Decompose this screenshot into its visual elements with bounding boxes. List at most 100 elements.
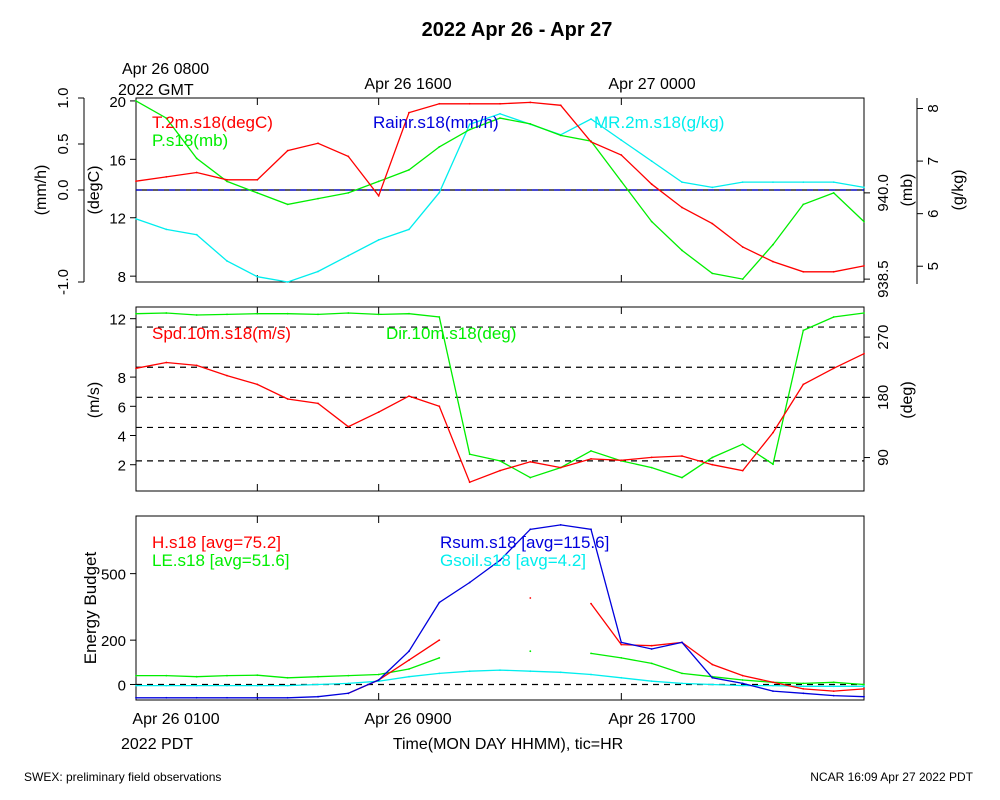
panel1-series-2-point bbox=[438, 191, 441, 194]
panel3-series-0-point bbox=[772, 681, 774, 684]
panel3-series-3-point bbox=[711, 683, 714, 686]
panel3-series-2-point bbox=[226, 696, 228, 699]
panel1-series-2-point bbox=[832, 181, 835, 184]
panel1-legend-entry: P.s18(mb) bbox=[152, 131, 228, 150]
panel2-series-0-point bbox=[620, 459, 623, 462]
panel3-series-1-point bbox=[438, 657, 441, 659]
panel2-series-1-point bbox=[317, 313, 319, 316]
panel2-series-0-point bbox=[226, 374, 228, 377]
panel2-series-1-point bbox=[650, 466, 653, 469]
panel3-series-1-point bbox=[650, 662, 653, 665]
panel1-series-0-point bbox=[468, 102, 471, 105]
panel2-series-0 bbox=[135, 353, 865, 484]
panel2-series-1-point bbox=[499, 460, 501, 462]
panel1-series-0-point bbox=[195, 171, 198, 174]
panel3-series-2-point bbox=[681, 641, 683, 644]
panel2-series-0-point bbox=[286, 398, 289, 400]
panel3-series-2-point bbox=[165, 696, 168, 699]
panel3-series-0-point bbox=[802, 688, 805, 690]
panel3-series-1-point bbox=[195, 675, 198, 678]
panel1-legend-entry: Rainr.s18(mm/h) bbox=[373, 113, 499, 132]
panel1-series-2-point bbox=[681, 181, 683, 184]
panel1-series-1-point bbox=[559, 134, 562, 137]
panel1-series-2-point bbox=[650, 160, 653, 163]
panel3-series-2-point bbox=[711, 676, 714, 679]
panel2-series-0-point bbox=[802, 383, 805, 386]
panel1-series-1-point bbox=[347, 192, 350, 194]
panel1-series-1-point bbox=[741, 278, 744, 280]
panel1-series-2-point bbox=[468, 123, 471, 126]
panel3-series-0-point bbox=[863, 688, 865, 690]
panel2-series-0-point bbox=[499, 469, 501, 472]
panel-met-state: -1.0 0.0 0.5 1.0 (mm/h) 8 12 16 20 (degC) 938.5 940… bbox=[33, 88, 967, 298]
panel1-gkg-tick-label: 6 bbox=[925, 209, 942, 217]
panel3-series-3-point bbox=[650, 680, 653, 683]
panel1-series-0-point bbox=[863, 265, 865, 267]
footer-left: SWEX: preliminary field observations bbox=[24, 770, 221, 784]
panel1-series-0-point bbox=[590, 140, 592, 143]
panel3-series-2-point bbox=[620, 641, 623, 644]
panel1-series-2-point bbox=[347, 254, 350, 257]
top-time-label-2: Apr 26 1600 bbox=[364, 76, 451, 93]
panel3-series-1 bbox=[136, 652, 865, 686]
panel1-series-0-point bbox=[135, 180, 137, 183]
panel1-degc-tick-label: 16 bbox=[109, 152, 126, 169]
panel1-series-2-point bbox=[408, 228, 410, 231]
panel2-series-0-point bbox=[650, 456, 653, 459]
panel3-series-2-point bbox=[832, 694, 835, 697]
panel1-series-2-point bbox=[772, 181, 774, 184]
panel2-series-1-point bbox=[165, 312, 168, 314]
panel3-series-0-point bbox=[711, 663, 714, 666]
panel3-series-3-point bbox=[226, 684, 228, 687]
panel1-series-0-point bbox=[650, 183, 653, 186]
panel1-gkg-axis-label: (g/kg) bbox=[950, 170, 967, 211]
panel1-mmh-tick-label: -1.0 bbox=[55, 269, 72, 295]
panel2-series-0-point bbox=[347, 425, 350, 428]
panel3-series-1-point bbox=[802, 682, 805, 685]
panel3-series-0-point bbox=[650, 644, 653, 647]
panel1-mmh-axis-label: (mm/h) bbox=[33, 165, 50, 216]
panel3-series-1-point bbox=[347, 674, 350, 677]
panel1-series-0-point bbox=[347, 155, 350, 158]
panel1-series-2-point bbox=[317, 270, 319, 273]
panel3-series-2-point bbox=[286, 696, 289, 699]
panel1-series-1-point bbox=[377, 180, 380, 183]
panel2-deg-tick-label: 270 bbox=[875, 325, 892, 350]
panel1-gkg-tick-label: 5 bbox=[925, 262, 942, 270]
panel2-series-0-point bbox=[438, 405, 441, 408]
panel1-series-1-point bbox=[256, 192, 259, 194]
bottom-time-label-1: Apr 26 0100 bbox=[132, 711, 219, 728]
panel3-frame bbox=[135, 515, 865, 701]
panel1-series-0-point bbox=[529, 101, 532, 104]
panel1-series-2-point bbox=[620, 139, 623, 142]
panel1-series-0-point bbox=[377, 194, 380, 197]
panel2-series-0-point bbox=[772, 431, 774, 434]
panel1-series-1-point bbox=[438, 146, 441, 148]
panel2-series-1-point bbox=[741, 443, 744, 446]
panel1-mb-tick-label: 938.5 bbox=[875, 260, 892, 298]
panel1-series-2-point bbox=[377, 239, 380, 241]
panel3-series-3-point bbox=[559, 671, 562, 674]
panel3-series-1-point bbox=[286, 676, 289, 679]
panel1-series-0-point bbox=[438, 102, 441, 105]
panel1-series-1-point bbox=[226, 180, 228, 183]
panel1-mmh-tick-label: 0.5 bbox=[55, 134, 72, 155]
panel2-series-1-point bbox=[711, 456, 714, 459]
panel2-series-1-point bbox=[438, 316, 441, 318]
panel3-series-0-point bbox=[741, 674, 744, 677]
panel1-series-2-point bbox=[711, 186, 714, 189]
panel1-degc-tick-label: 8 bbox=[118, 269, 126, 286]
panel1-gkg-tick-label: 8 bbox=[925, 104, 942, 112]
panel2-frame bbox=[135, 306, 865, 492]
panel2-series-0-point bbox=[529, 460, 532, 463]
panel2-series-1-point bbox=[802, 329, 805, 332]
bottom-time-label-2: Apr 26 0900 bbox=[364, 711, 451, 728]
panel1-series-0-point bbox=[317, 142, 319, 145]
chart-title: 2022 Apr 26 - Apr 27 bbox=[422, 19, 613, 41]
panel3-series-1-point bbox=[681, 672, 683, 675]
panel3-series-1-point bbox=[226, 674, 228, 677]
panel2-series-1-point bbox=[256, 312, 259, 315]
panel2-series-0-point bbox=[408, 395, 410, 397]
panel1-series-0-point bbox=[499, 102, 501, 105]
